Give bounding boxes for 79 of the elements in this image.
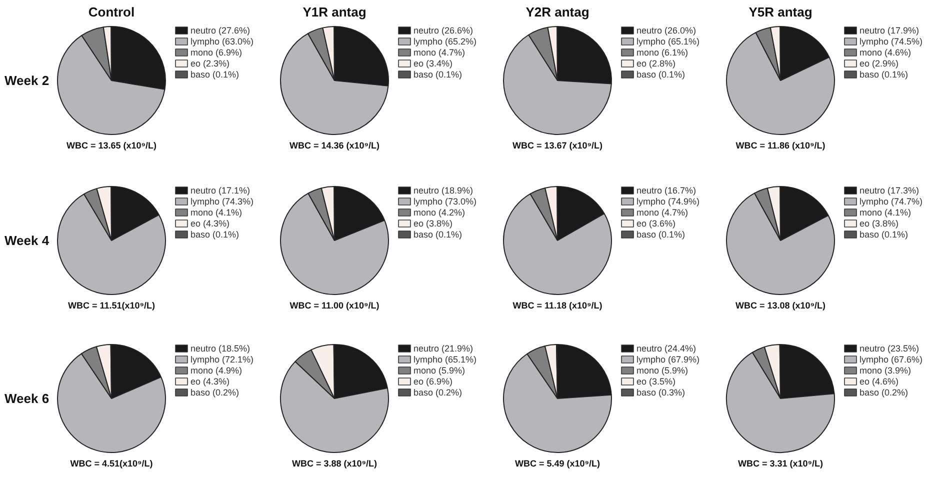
legend-label: baso (0.2%) [190,388,240,398]
text: WBC = 11.51(x10⁹/L) [68,300,156,310]
legend-label: lympho (74.5%) [860,36,923,46]
legend-label: baso (0.1%) [190,70,240,80]
chart-title: Y1R antag [302,4,366,20]
legend-label: baso (0.1%) [860,230,908,240]
legend-label: mono (6.9%) [190,48,242,58]
legend-label: baso (0.1%) [860,70,908,80]
legend-label: mono (5.9%) [636,366,688,376]
legend-label: neutro (26.0%) [636,26,696,36]
legend-label: lympho (65.1%) [636,36,700,46]
text: WBC = 11.86 (x10⁹/L) [736,140,826,150]
legend-label: eo (6.9%) [414,376,453,386]
legend-label: neutro (27.6%) [190,26,250,36]
legend-label: baso (0.1%) [190,230,240,240]
text: WBC = 11.00 (x10⁹/L) [290,300,380,310]
legend-label: lympho (65.2%) [414,36,477,46]
legend-label: eo (2.3%) [190,58,230,68]
legend-label: lympho (63.0%) [190,36,254,46]
chart-title: Y2R antag [526,4,590,20]
slice-label: neutro (18.5%) [190,344,250,354]
legend-label: neutro (26.6%) [414,26,474,36]
text: WBC = 11.18 (x10⁹/L) [512,300,602,310]
legend-label: eo (3.8%) [414,218,453,228]
legend-label: neutro (17.9%) [860,26,920,36]
text: WBC = 3.31 (x10⁹/L) [738,458,824,468]
legend-label: eo (4.3%) [190,376,230,386]
text: Week 2 [4,73,50,88]
chart-title: Control [88,4,135,20]
legend-label: baso (0.1%) [636,70,686,80]
legend-label: mono (4.6%) [860,48,912,58]
legend-label: baso (0.1%) [414,230,462,240]
legend-label: eo (3.5%) [636,376,676,386]
legend-label: eo (2.8%) [636,58,676,68]
legend-label: eo (4.6%) [860,376,899,386]
legend-label: lympho (73.0%) [414,196,477,206]
slice-label: neutro (23.5%) [860,344,920,354]
text: Week 4 [4,233,50,248]
slice-label: neutro (16.7%) [636,186,696,196]
slice-label: neutro (18.9%) [414,186,474,196]
legend-label: mono (4.7%) [414,48,466,58]
text: WBC = 5.49 (x10⁹/L) [514,458,600,468]
legend-label: lympho (67.9%) [636,354,700,364]
legend-label: mono (4.2%) [414,208,466,218]
legend-label: eo (4.3%) [190,218,230,228]
slice-label: neutro (17.3%) [860,186,920,196]
text: WBC = 13.08 (x10⁹/L) [735,300,826,310]
legend-label: baso (0.2%) [860,388,908,398]
text: WBC = 13.65 (x10⁹/L) [66,140,157,150]
legend-label: mono (3.9%) [860,366,912,376]
legend-label: baso (0.3%) [636,388,686,398]
slice-label: neutro (24.4%) [636,344,696,354]
legend-label: lympho (72.1%) [190,354,254,364]
legend-label: lympho (74.9%) [636,196,700,206]
text: WBC = 13.67 (x10⁹/L) [512,140,603,150]
legend-label: lympho (67.6%) [860,354,923,364]
legend-label: baso (0.2%) [414,388,462,398]
legend-label: baso (0.1%) [414,70,462,80]
legend-label: mono (4.1%) [860,208,912,218]
legend-label: lympho (74.3%) [190,196,254,206]
legend-label: mono (4.1%) [190,208,242,218]
legend-label: eo (3.8%) [860,218,899,228]
legend-label: eo (2.9%) [860,58,899,68]
text: WBC = 4.51(x10⁹/L) [70,458,153,468]
text: WBC = 3.88 (x10⁹/L) [292,458,378,468]
legend-label: mono (6.1%) [636,48,688,58]
slice-label: neutro (21.9%) [414,344,474,354]
legend-label: mono (4.9%) [190,366,242,376]
text: WBC = 14.36 (x10⁹/L) [289,140,380,150]
legend-label: eo (3.4%) [414,58,453,68]
legend-label: lympho (65.1%) [414,354,477,364]
legend-label: lympho (74.7%) [860,196,923,206]
slice-label: neutro (17.1%) [190,186,250,196]
legend-label: eo (3.6%) [636,218,676,228]
legend-label: mono (5.9%) [414,366,466,376]
legend-label: baso (0.1%) [636,230,686,240]
legend-label: mono (4.7%) [636,208,688,218]
text: Week 6 [4,391,50,406]
chart-title: Y5R antag [748,4,812,20]
